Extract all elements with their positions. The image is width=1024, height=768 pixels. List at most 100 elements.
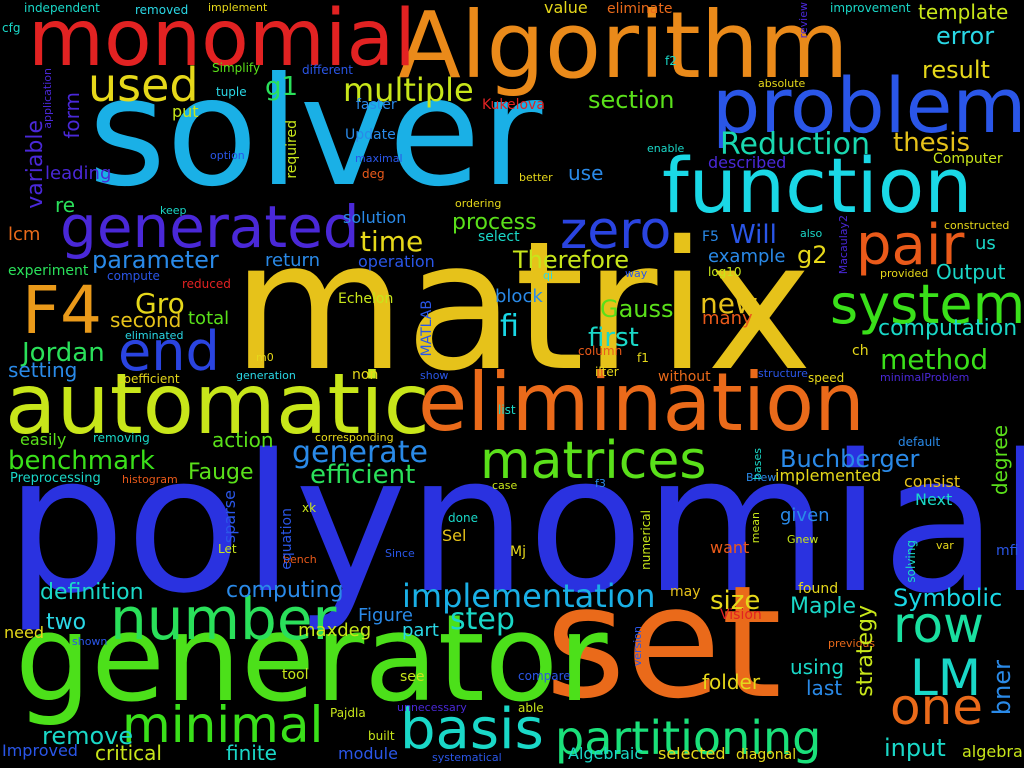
word-matrix: matrix [232, 203, 813, 410]
word-structure: structure [758, 367, 808, 380]
word-used: used [88, 58, 199, 112]
word-better: better [519, 171, 553, 184]
word-error: error [936, 22, 995, 50]
word-fi: fi [500, 309, 519, 344]
word-symbolic: Symbolic [893, 584, 1003, 612]
word-column: column [578, 344, 623, 358]
word-since: Since [385, 547, 415, 560]
word-automatic: automatic [5, 355, 430, 453]
word-row: row [893, 596, 984, 654]
word-lm: LM [910, 649, 981, 707]
word-equation: equation [279, 508, 295, 570]
word-preprocessing: Preprocessing [10, 471, 101, 486]
word-benchmark: benchmark [8, 446, 155, 476]
word-generator: generator [15, 590, 608, 729]
word-algorithm: Algorithm [398, 0, 849, 99]
word-show: show [420, 369, 449, 382]
word-zero: zero [560, 201, 672, 261]
word-done: done [448, 511, 478, 525]
word-deg: deg [362, 167, 385, 181]
word-required: required [284, 120, 300, 179]
word-previous: previous [828, 637, 876, 650]
word-module: module [338, 744, 398, 763]
word-xk: xk [302, 501, 317, 515]
word-step: step [450, 602, 515, 637]
word-algebraic: Algebraic [568, 744, 644, 763]
word-coefficient: coefficient [117, 372, 180, 386]
word-operation: operation [358, 252, 435, 271]
word-using: using [790, 655, 845, 679]
word-tool: tool [282, 667, 309, 683]
word-first: first [588, 323, 639, 353]
word-see: see [400, 669, 425, 685]
word-consist: consist [904, 472, 961, 491]
word-histogram: histogram [122, 473, 178, 486]
word-algebra: algebra [962, 742, 1023, 761]
word-computer: Computer [933, 151, 1003, 167]
word-mj: Mj [510, 544, 526, 560]
word-selected: selected [658, 744, 726, 763]
word-value: value [544, 0, 588, 17]
word-next: Next [915, 490, 953, 509]
word-macaulay2: Macaulay2 [837, 215, 850, 275]
word-maximal: maximal [355, 152, 403, 165]
word-mean: mean [749, 512, 762, 544]
word-finite: finite [226, 741, 277, 765]
word-gauss: Gauss [600, 295, 674, 323]
word-gro: Gro [135, 287, 185, 320]
word-total: total [188, 308, 230, 329]
word-return: return [265, 250, 321, 271]
word-figure: Figure [358, 605, 413, 626]
word-reduced: reduced [182, 277, 231, 291]
word-output: Output [936, 260, 1006, 284]
word-review: review [797, 2, 810, 39]
word-input: input [884, 734, 946, 762]
word-bner: bner [988, 660, 1016, 716]
word-tuple: tuple [216, 85, 247, 99]
word-eliminated: eliminated [125, 329, 184, 342]
word-corresponding: corresponding [315, 431, 394, 444]
word-leading: leading [45, 163, 112, 184]
word-part: part [402, 620, 439, 641]
word-simplify: Simplify [212, 61, 261, 75]
word-gnew: Gnew [787, 533, 819, 546]
word-basis: basis [400, 697, 544, 762]
word-cfg: cfg [2, 21, 21, 35]
word-problem: problem [712, 61, 1024, 150]
word-reduction: Reduction [720, 127, 870, 162]
word-block: block [495, 286, 543, 307]
word-pair: pair [856, 213, 965, 278]
word-end: end [118, 320, 220, 383]
word-us: us [975, 233, 996, 254]
word-speed: speed [808, 371, 845, 385]
word-ordering: ordering [455, 197, 502, 210]
word-different: different [302, 63, 353, 77]
word-enable: enable [647, 142, 685, 155]
word-sparse: sparse [220, 490, 239, 544]
word-therefore: Therefore [513, 246, 629, 274]
word-pajdla: Pajdla [330, 706, 366, 720]
word-polynomial: polynomial [5, 414, 1024, 635]
word-g2: g2 [797, 241, 828, 269]
word-faster: faster [356, 97, 397, 113]
word-one: one [890, 678, 984, 736]
word-minimalproblem: minimalProblem [880, 371, 970, 384]
word-case: case [492, 479, 518, 492]
word-able: able [518, 701, 544, 715]
word-many: many [702, 308, 753, 329]
word-version: version [631, 626, 644, 667]
word-need: need [4, 623, 44, 642]
word-built: built [368, 729, 395, 743]
word-generation: generation [236, 369, 296, 382]
word-list: list [498, 403, 516, 417]
word-matrices: matrices [480, 431, 707, 491]
word-critical: critical [95, 741, 162, 765]
word-setting: setting [8, 358, 78, 382]
word-sel: Sel [442, 526, 467, 545]
word-g1: g1 [265, 72, 299, 102]
word-function: function [662, 141, 973, 230]
word-f5: F5 [702, 229, 719, 245]
word-fauge: Fauge [188, 460, 254, 485]
word-provided: provided [880, 267, 929, 280]
